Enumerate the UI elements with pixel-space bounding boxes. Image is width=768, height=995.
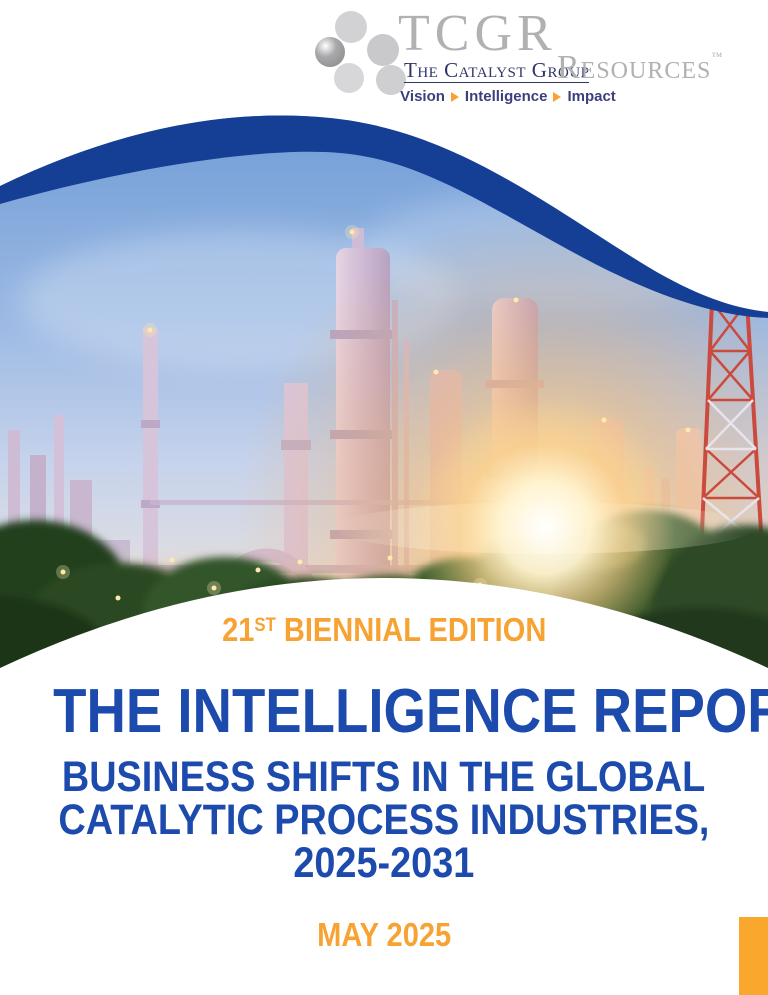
arrow-right-icon	[553, 92, 562, 102]
logo-tagline: Vision Intelligence Impact	[398, 88, 618, 106]
tcgr-logo: TCGR The Catalyst Group Resources™ Visio…	[0, 0, 768, 115]
bottom-arch	[0, 578, 768, 995]
publication-date: MAY 2025	[0, 916, 768, 954]
trademark-symbol: ™	[711, 51, 723, 63]
report-subtitle-line-1: BUSINESS SHIFTS IN THE GLOBAL	[0, 756, 768, 799]
subtitle-text-1: BUSINESS SHIFTS IN THE GLOBAL	[62, 753, 706, 801]
tagline-intelligence: Intelligence	[464, 88, 548, 105]
wave-band	[0, 115, 768, 318]
edition-label: BIENNIAL EDITION	[283, 611, 547, 648]
report-title: THE INTELLIGENCE REPORT:	[0, 676, 768, 747]
tagline-vision: Vision	[400, 88, 445, 105]
logo-division-name: Resources™	[557, 51, 722, 85]
edition-ordinal: ST	[254, 615, 276, 636]
tagline-impact: Impact	[567, 88, 616, 105]
report-subtitle-line-2: CATALYTIC PROCESS INDUSTRIES,	[0, 799, 768, 842]
edition-number: 21	[221, 611, 255, 648]
subtitle-text-3: 2025-2031	[293, 839, 475, 887]
tcgr-circles-icon	[315, 11, 406, 95]
subtitle-text-2: CATALYTIC PROCESS INDUSTRIES,	[58, 796, 710, 844]
top-white-area	[0, 0, 768, 312]
report-subtitle-line-3: 2025-2031	[0, 842, 768, 885]
logo-acronym: TCGR	[398, 5, 557, 62]
report-title-text: THE INTELLIGENCE REPORT:	[53, 677, 768, 746]
publication-date-text: MAY 2025	[316, 916, 452, 953]
edition-line: 21ST BIENNIAL EDITION	[0, 611, 768, 649]
logo-company-name: The Catalyst Group	[404, 58, 590, 83]
logo-division-text: Resources	[557, 49, 712, 86]
arrow-right-icon	[450, 92, 459, 102]
orange-corner-bar	[739, 917, 768, 995]
